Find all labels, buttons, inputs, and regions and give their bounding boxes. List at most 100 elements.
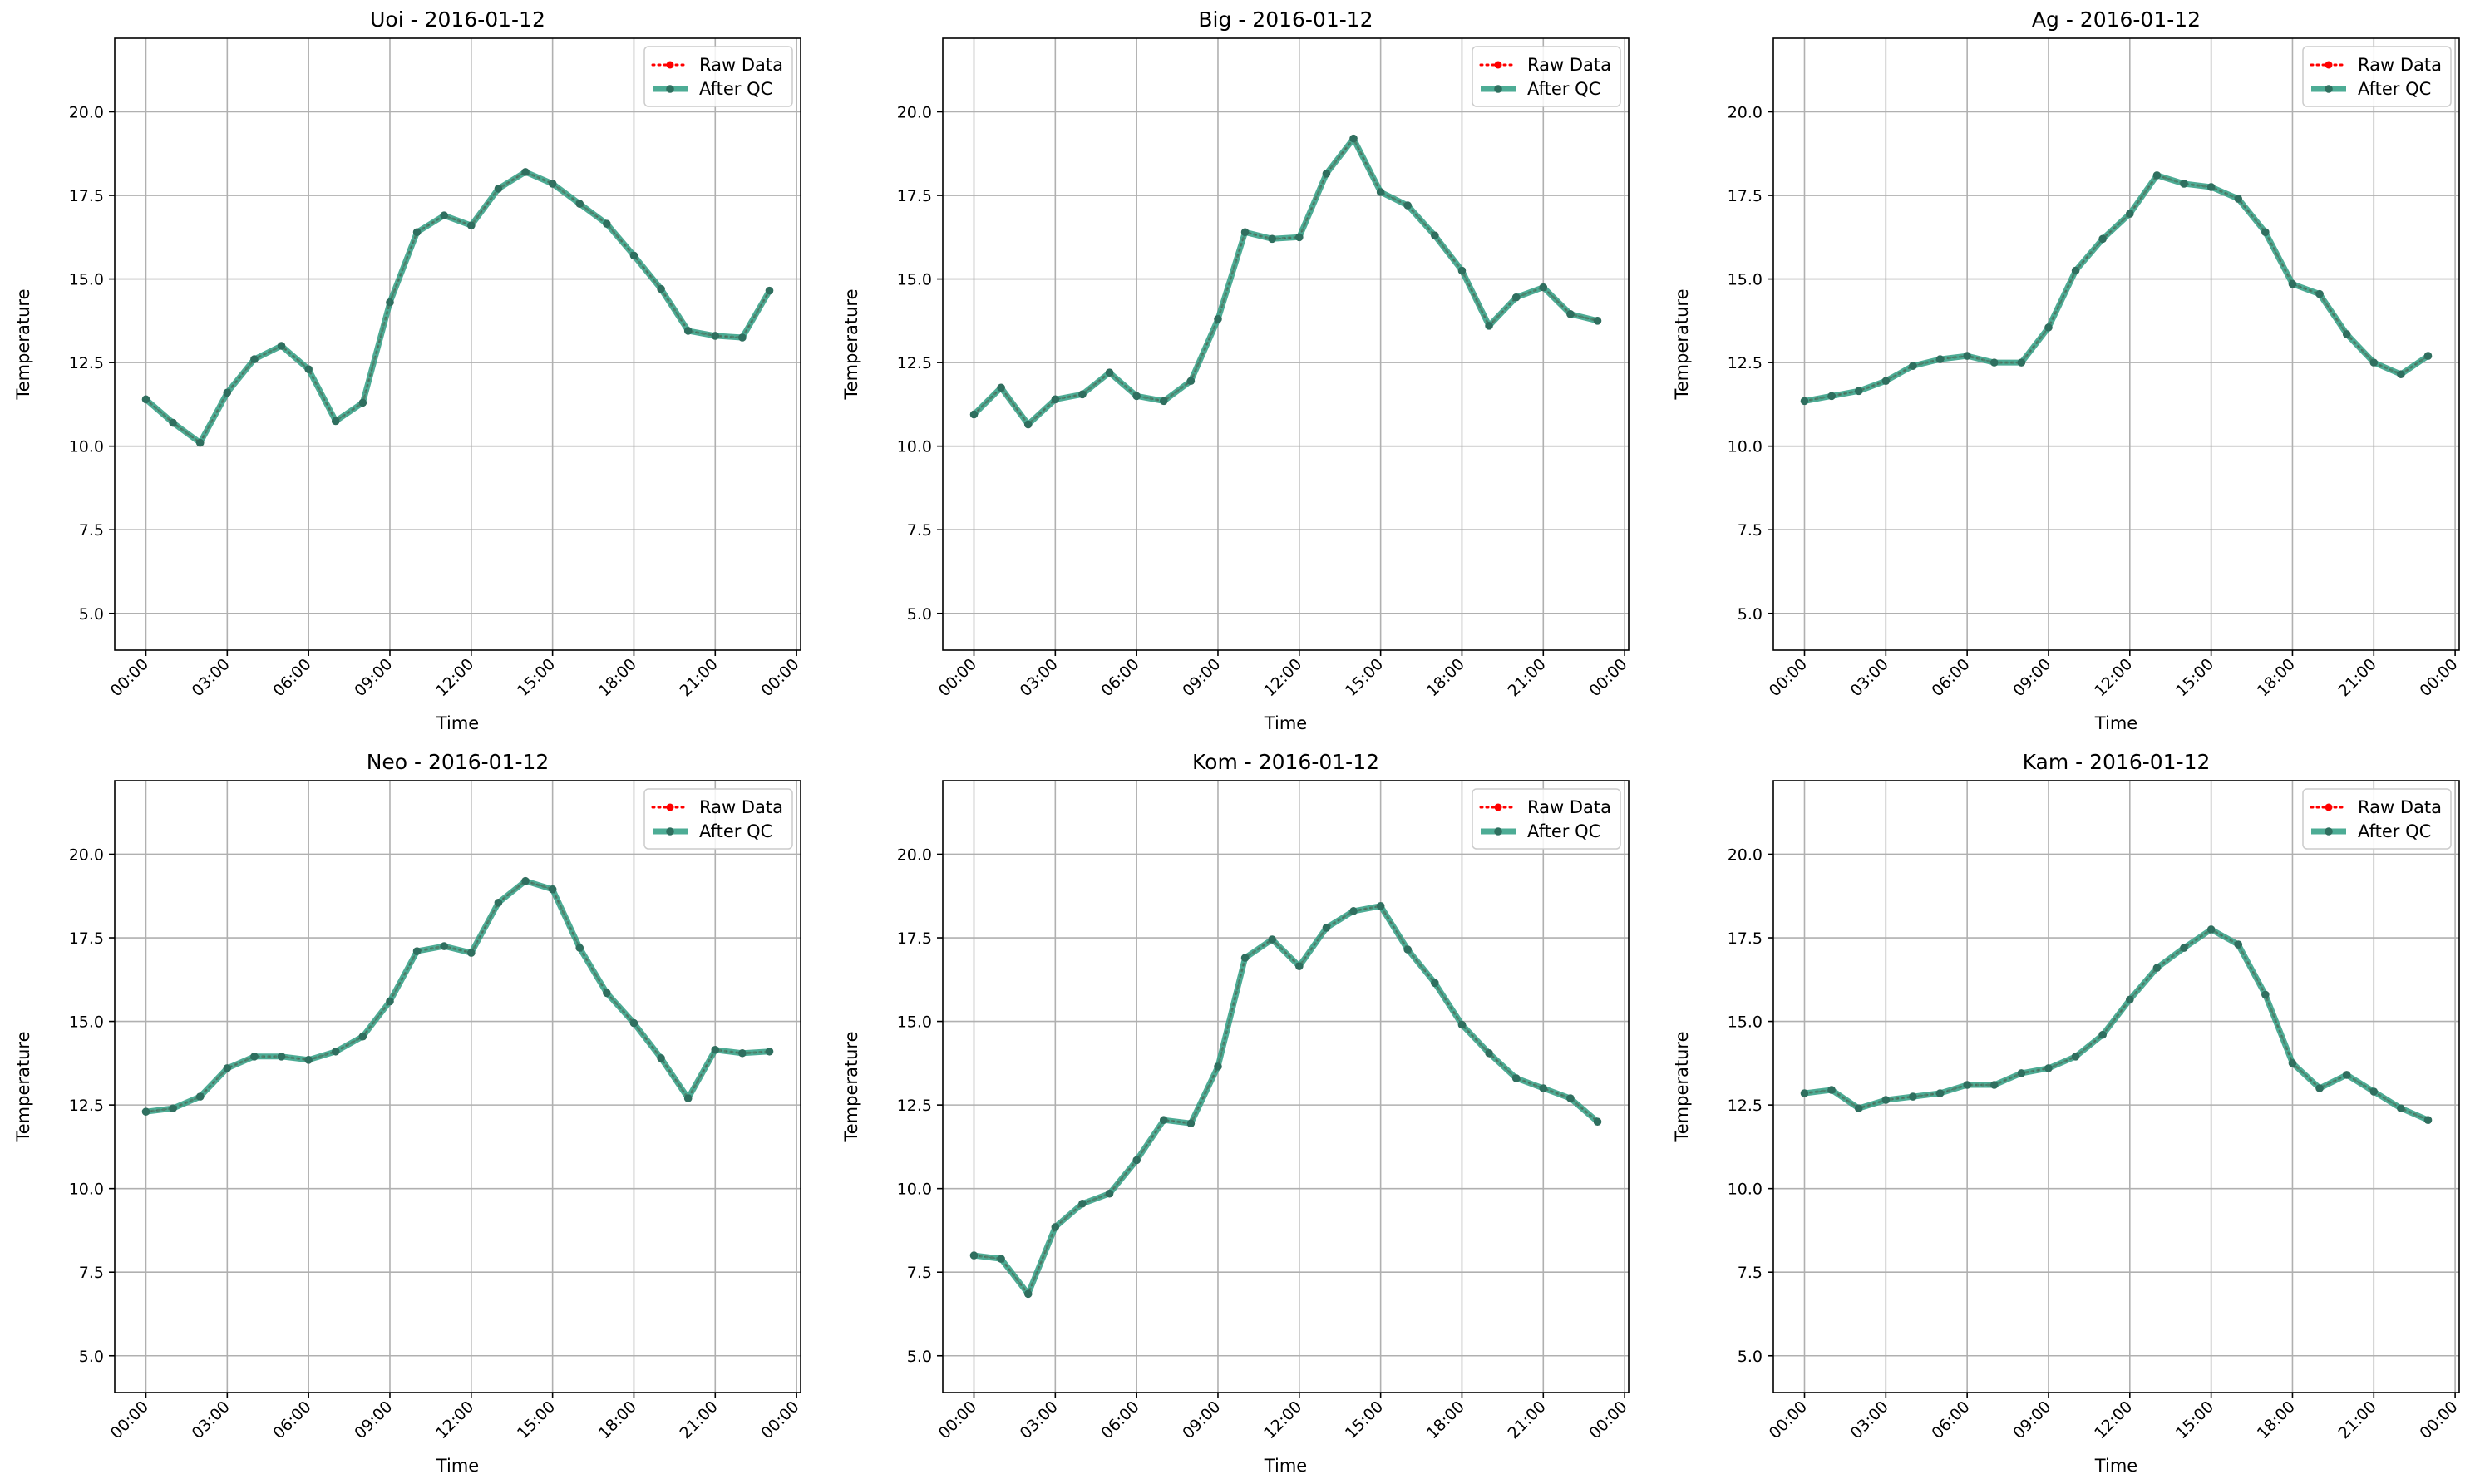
legend-qc-label: After QC xyxy=(2358,79,2431,99)
x-tick-label: 06:00 xyxy=(1097,1398,1142,1442)
after-qc-point xyxy=(1240,954,1250,962)
legend-qc-label: After QC xyxy=(1527,79,1600,99)
after-qc-point xyxy=(223,388,232,397)
after-qc-overlay xyxy=(1804,175,2428,402)
after-qc-point xyxy=(1403,201,1413,210)
after-qc-point xyxy=(386,298,394,307)
after-qc-point xyxy=(1881,377,1891,386)
x-tick-label: 03:00 xyxy=(1847,655,1892,700)
after-qc-point xyxy=(1078,390,1087,399)
after-qc-point xyxy=(2315,289,2324,298)
subplot-6: 5.0 7.5 10.0 12.5 15.0 17.5 20.0 00:00 03:00 06:0… xyxy=(1672,750,2462,1476)
after-qc-point xyxy=(1186,1119,1196,1128)
after-qc-point xyxy=(1376,902,1385,910)
legend-raw-label: Raw Data xyxy=(1527,55,1611,75)
chart-title: Uoi - 2016-01-12 xyxy=(370,7,545,32)
after-qc-point xyxy=(1854,387,1863,396)
series-after-qc xyxy=(141,876,774,1116)
y-tick-label: 15.0 xyxy=(897,1013,932,1032)
after-qc-point xyxy=(1800,1089,1809,1097)
y-tick-label: 15.0 xyxy=(69,1013,104,1032)
after-qc-point xyxy=(1909,362,1917,370)
after-qc-point xyxy=(2180,180,2188,188)
x-tick-label: 21:00 xyxy=(677,655,722,700)
after-qc-point xyxy=(969,410,979,419)
after-qc-line xyxy=(143,878,772,1115)
after-qc-point xyxy=(1295,962,1304,971)
after-qc-point xyxy=(1881,1096,1891,1104)
y-tick-label: 7.5 xyxy=(907,521,932,540)
after-qc-point xyxy=(412,228,422,237)
after-qc-line xyxy=(1802,172,2431,404)
after-qc-point xyxy=(765,1047,774,1056)
raw-data-line xyxy=(1803,174,2429,402)
series-after-qc xyxy=(969,134,1602,429)
after-qc-point xyxy=(683,327,693,335)
after-qc-point xyxy=(1566,310,1575,318)
x-axis-label: Time xyxy=(1264,1456,1307,1476)
series-after-qc xyxy=(1800,925,2433,1125)
y-tick-label: 10.0 xyxy=(1728,438,1763,456)
series-after-qc xyxy=(1800,171,2433,406)
x-tick-label: 03:00 xyxy=(189,655,234,700)
after-qc-point xyxy=(2126,210,2134,218)
y-tick-label: 7.5 xyxy=(907,1264,932,1282)
legend-raw-label: Raw Data xyxy=(699,55,783,75)
x-tick-label: 21:00 xyxy=(2335,1398,2380,1442)
legend-qc-label: After QC xyxy=(1527,821,1600,841)
after-qc-point xyxy=(1909,1092,1917,1101)
after-qc-point xyxy=(331,1047,340,1056)
after-qc-point xyxy=(1457,266,1467,275)
after-qc-point xyxy=(969,1251,979,1260)
after-qc-point xyxy=(1023,420,1033,429)
after-qc-point xyxy=(2206,925,2216,934)
x-tick-label: 15:00 xyxy=(2172,655,2217,700)
after-qc-point xyxy=(2044,1064,2053,1072)
x-tick-label: 18:00 xyxy=(595,1398,640,1442)
x-tick-label: 06:00 xyxy=(1097,655,1142,700)
after-qc-point xyxy=(358,398,367,407)
after-qc-point xyxy=(2288,279,2297,288)
after-qc-point xyxy=(169,418,177,427)
grid xyxy=(115,38,801,650)
after-qc-overlay xyxy=(145,171,771,444)
legend-raw-marker xyxy=(666,803,674,811)
grid xyxy=(115,781,801,1393)
after-qc-point xyxy=(1593,1117,1602,1127)
after-qc-point xyxy=(1511,293,1521,302)
after-qc-point xyxy=(1268,234,1276,244)
x-tick-label: 21:00 xyxy=(677,1398,722,1442)
after-qc-point xyxy=(2261,228,2270,237)
after-qc-point xyxy=(1186,377,1196,386)
after-qc-point xyxy=(1431,979,1439,988)
grid xyxy=(943,781,1629,1393)
y-tick-label: 7.5 xyxy=(1738,1264,1763,1282)
after-qc-point xyxy=(1295,233,1304,242)
after-qc-point xyxy=(548,885,557,894)
series-after-qc xyxy=(141,168,774,447)
after-qc-point xyxy=(603,219,611,229)
x-tick-label: 06:00 xyxy=(1928,655,1973,700)
after-qc-point xyxy=(331,417,340,426)
after-qc-point xyxy=(1827,1086,1836,1094)
after-qc-point xyxy=(2017,358,2026,367)
legend-raw-marker xyxy=(1494,803,1502,811)
y-tick-label: 20.0 xyxy=(69,103,104,121)
after-qc-point xyxy=(575,944,584,952)
after-qc-overlay xyxy=(974,905,1598,1295)
after-qc-point xyxy=(169,1104,177,1112)
y-tick-label: 20.0 xyxy=(897,103,932,121)
after-qc-point xyxy=(1051,395,1060,404)
x-tick-label: 18:00 xyxy=(595,655,640,700)
y-tick-label: 15.0 xyxy=(1728,271,1763,289)
grid xyxy=(1773,781,2459,1393)
y-tick-label: 20.0 xyxy=(1728,846,1763,864)
y-tick-label: 7.5 xyxy=(79,521,104,540)
axes-frame xyxy=(114,780,801,1393)
after-qc-point xyxy=(1539,283,1548,292)
raw-data-line xyxy=(1803,928,2429,1122)
after-qc-point xyxy=(603,989,611,998)
y-axis-label: Temperature xyxy=(1672,1031,1692,1142)
after-qc-line xyxy=(143,169,772,446)
after-qc-point xyxy=(548,180,557,188)
